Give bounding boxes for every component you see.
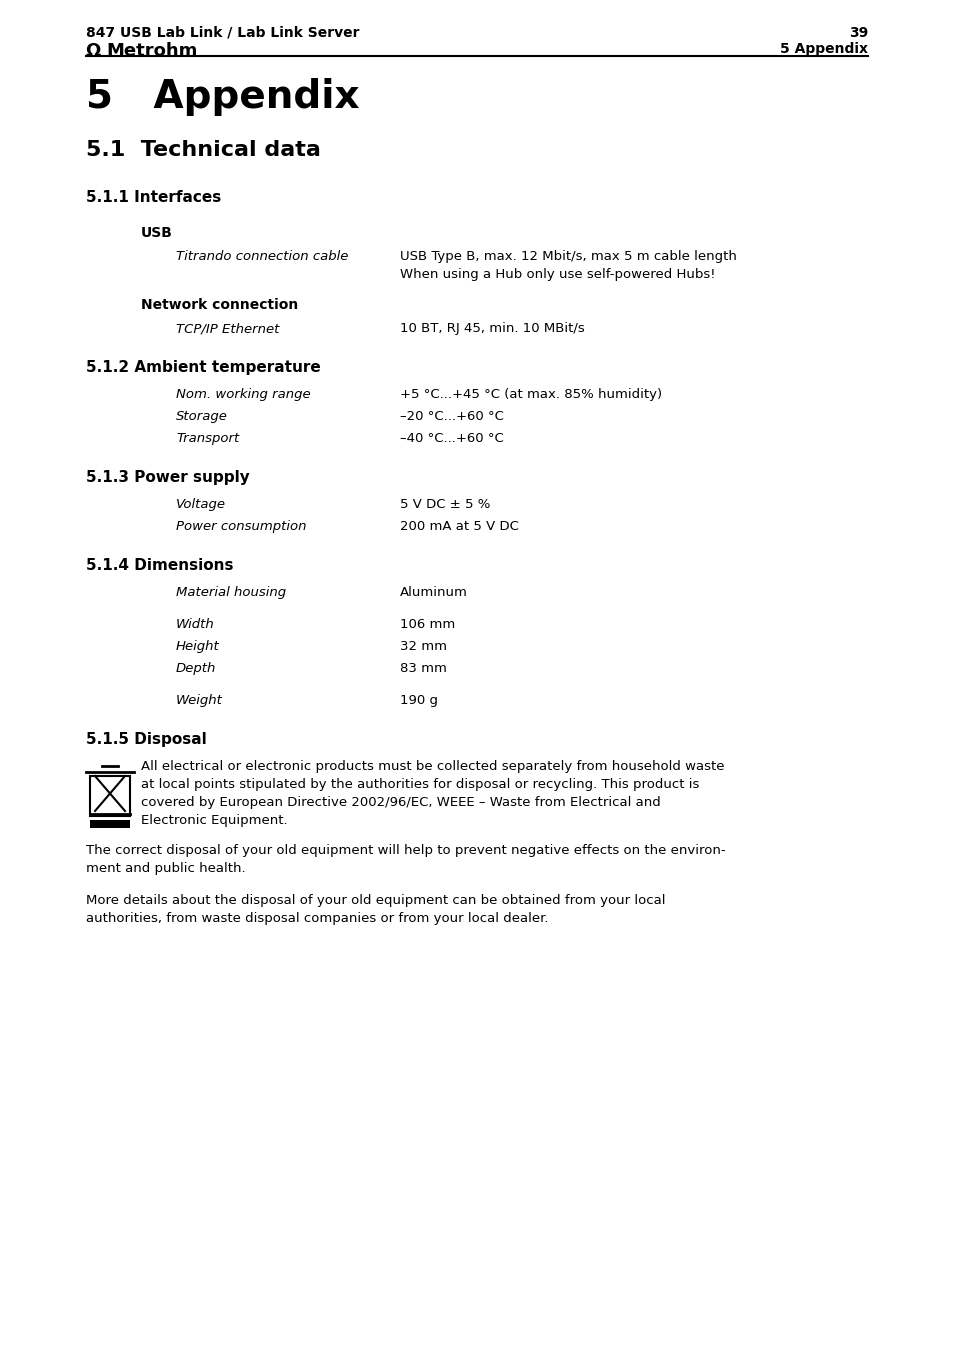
- Bar: [90, 776, 130, 815]
- Text: –20 °C...+60 °C: –20 °C...+60 °C: [399, 410, 503, 423]
- Text: +5 °C...+45 °C (at max. 85% humidity): +5 °C...+45 °C (at max. 85% humidity): [399, 387, 661, 401]
- Text: 10 BT, RJ 45, min. 10 MBit/s: 10 BT, RJ 45, min. 10 MBit/s: [399, 323, 584, 335]
- Text: ment and public health.: ment and public health.: [86, 863, 245, 875]
- Text: at local points stipulated by the authorities for disposal or recycling. This pr: at local points stipulated by the author…: [141, 778, 699, 791]
- Text: 106 mm: 106 mm: [399, 618, 455, 630]
- Text: Voltage: Voltage: [175, 498, 226, 512]
- Text: 5.1.2 Ambient temperature: 5.1.2 Ambient temperature: [86, 360, 320, 375]
- Text: Power consumption: Power consumption: [175, 520, 306, 533]
- Text: 847 USB Lab Link / Lab Link Server: 847 USB Lab Link / Lab Link Server: [86, 26, 359, 40]
- Text: 5 Appendix: 5 Appendix: [780, 42, 867, 55]
- Text: 190 g: 190 g: [399, 694, 437, 707]
- Text: 5.1.4 Dimensions: 5.1.4 Dimensions: [86, 558, 233, 572]
- Text: Material housing: Material housing: [175, 586, 286, 599]
- Text: Metrohm: Metrohm: [106, 42, 197, 59]
- Text: Aluminum: Aluminum: [399, 586, 467, 599]
- Text: –40 °C...+60 °C: –40 °C...+60 °C: [399, 432, 503, 446]
- Text: TCP/IP Ethernet: TCP/IP Ethernet: [175, 323, 279, 335]
- Text: 5.1.1 Interfaces: 5.1.1 Interfaces: [86, 190, 221, 205]
- Text: When using a Hub only use self-powered Hubs!: When using a Hub only use self-powered H…: [399, 269, 715, 281]
- Text: 5   Appendix: 5 Appendix: [86, 78, 359, 116]
- Text: Nom. working range: Nom. working range: [175, 387, 311, 401]
- Text: More details about the disposal of your old equipment can be obtained from your : More details about the disposal of your …: [86, 894, 665, 907]
- Text: All electrical or electronic products must be collected separately from househol: All electrical or electronic products mu…: [141, 760, 723, 774]
- Text: 5.1  Technical data: 5.1 Technical data: [86, 140, 320, 161]
- Text: 5.1.3 Power supply: 5.1.3 Power supply: [86, 470, 250, 485]
- Text: 39: 39: [848, 26, 867, 40]
- Bar: [90, 819, 130, 828]
- Text: 5.1.5 Disposal: 5.1.5 Disposal: [86, 732, 207, 747]
- Text: 5 V DC ± 5 %: 5 V DC ± 5 %: [399, 498, 490, 512]
- Text: Weight: Weight: [175, 694, 223, 707]
- Text: authorities, from waste disposal companies or from your local dealer.: authorities, from waste disposal compani…: [86, 913, 548, 925]
- Text: 200 mA at 5 V DC: 200 mA at 5 V DC: [399, 520, 518, 533]
- Text: covered by European Directive 2002/96/EC, WEEE – Waste from Electrical and: covered by European Directive 2002/96/EC…: [141, 796, 660, 809]
- Text: Network connection: Network connection: [141, 298, 298, 312]
- Text: 83 mm: 83 mm: [399, 662, 446, 675]
- Text: USB Type B, max. 12 Mbit/s, max 5 m cable length: USB Type B, max. 12 Mbit/s, max 5 m cabl…: [399, 250, 736, 263]
- Text: Storage: Storage: [175, 410, 228, 423]
- Text: Transport: Transport: [175, 432, 239, 446]
- Text: USB: USB: [141, 225, 172, 240]
- Text: Titrando connection cable: Titrando connection cable: [175, 250, 348, 263]
- Text: Ω: Ω: [86, 42, 101, 59]
- Text: The correct disposal of your old equipment will help to prevent negative effects: The correct disposal of your old equipme…: [86, 844, 725, 857]
- Text: Height: Height: [175, 640, 219, 653]
- Text: Width: Width: [175, 618, 214, 630]
- Text: Depth: Depth: [175, 662, 216, 675]
- Text: 32 mm: 32 mm: [399, 640, 447, 653]
- Text: Electronic Equipment.: Electronic Equipment.: [141, 814, 287, 828]
